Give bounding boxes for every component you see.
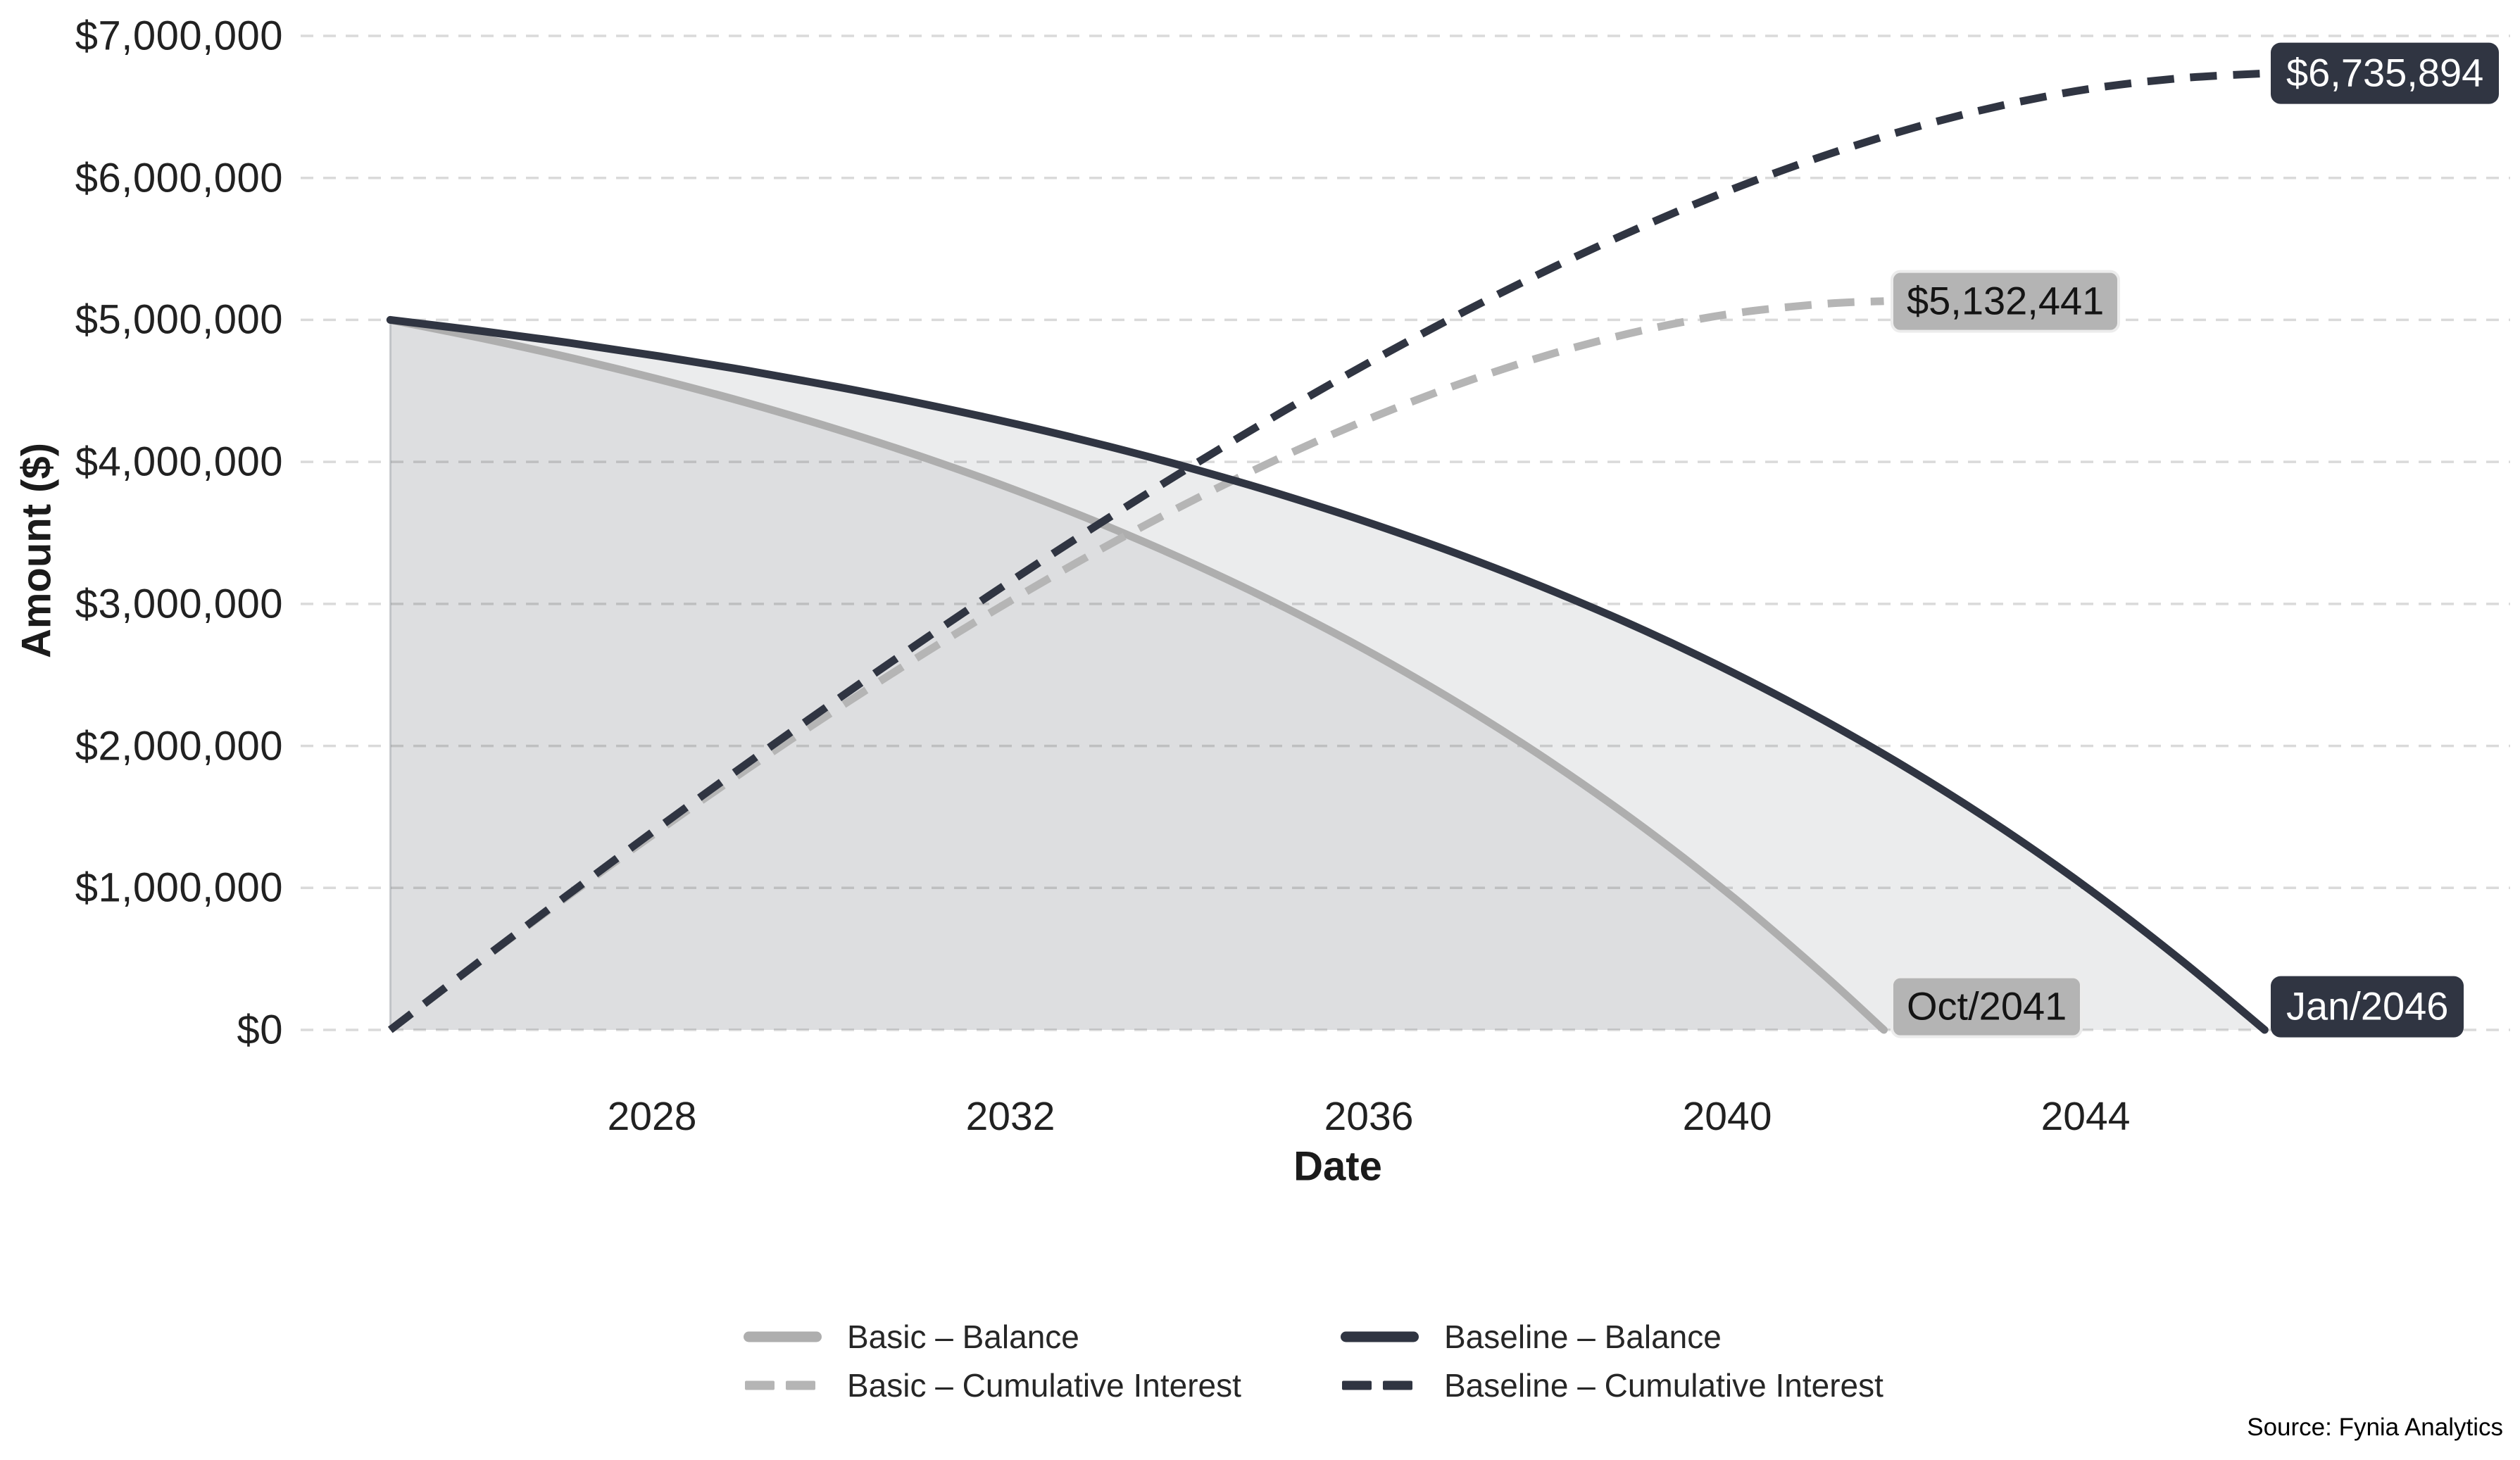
x-tick-label-2044: 2044	[2041, 1094, 2131, 1139]
y-tick-label-1-000-000: $1,000,000	[75, 864, 283, 911]
annotation-badge-oct-2041: Oct/2041	[1891, 975, 2083, 1038]
x-tick-label-2028: 2028	[607, 1094, 697, 1139]
legend-label: Basic – Balance	[847, 1319, 1079, 1355]
x-tick-label-2032: 2032	[965, 1094, 1055, 1139]
legend-swatch-dashed-line-icon	[1342, 1380, 1412, 1390]
legend-swatch-solid-line-icon	[1341, 1331, 1419, 1342]
source-note: Source: Fynia Analytics	[2247, 1414, 2503, 1441]
legend-item-basic-balance: Basic – Balance	[744, 1318, 1079, 1356]
x-tick-label-2040: 2040	[1682, 1094, 1772, 1139]
series-line-baseline-balance	[386, 315, 2269, 1034]
legend-item-basic-cumulative-interest: Basic – Cumulative Interest	[744, 1366, 1241, 1404]
y-tick-label-5-000-000: $5,000,000	[75, 296, 283, 343]
y-tick-label-2-000-000: $2,000,000	[75, 723, 283, 769]
series-fill-basic-balance	[390, 320, 1884, 1030]
y-tick-label-7-000-000: $7,000,000	[75, 13, 283, 59]
legend-label: Basic – Cumulative Interest	[847, 1367, 1241, 1404]
legend-item-baseline-cumulative-interest: Baseline – Cumulative Interest	[1341, 1366, 1883, 1404]
series-line-baseline-cumulative-interest	[387, 69, 2265, 1033]
x-tick-label-2036: 2036	[1324, 1094, 1414, 1139]
legend-item-baseline-balance: Baseline – Balance	[1341, 1318, 1722, 1356]
legend-swatch-dashed-line-icon	[745, 1380, 815, 1390]
x-axis-title: Date	[1293, 1143, 1382, 1190]
y-tick-label-3-000-000: $3,000,000	[75, 581, 283, 627]
annotation-badge-6-735-894: $6,735,894	[2271, 42, 2500, 104]
legend-label: Baseline – Balance	[1444, 1319, 1722, 1355]
legend-label: Baseline – Cumulative Interest	[1444, 1367, 1883, 1404]
y-tick-label-6-000-000: $6,000,000	[75, 155, 283, 201]
series-line-basic-balance	[386, 315, 1888, 1034]
y-tick-label-4-000-000: $4,000,000	[75, 439, 283, 485]
annotation-badge-5-132-441: $5,132,441	[1891, 270, 2121, 333]
legend-swatch-solid-line-icon	[744, 1331, 822, 1342]
series-fill-baseline-balance	[390, 320, 2265, 1030]
y-axis-title: Amount ($)	[13, 442, 60, 659]
y-tick-label-0: $0	[237, 1007, 283, 1053]
annotation-badge-jan-2046: Jan/2046	[2271, 976, 2464, 1038]
